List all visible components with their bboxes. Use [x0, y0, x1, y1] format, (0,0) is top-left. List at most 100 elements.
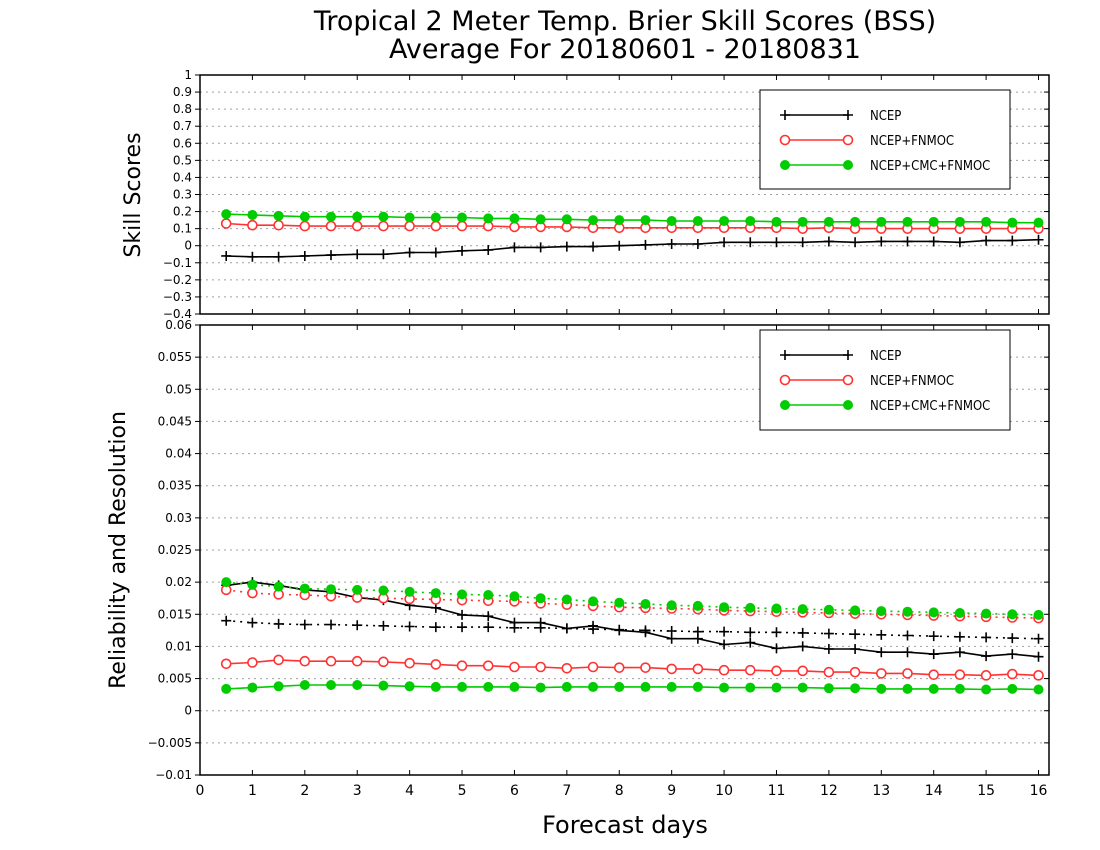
y-tick-label: 0.2: [173, 205, 192, 219]
legend-marker: [780, 160, 790, 170]
data-point: [352, 249, 363, 260]
data-point: [221, 577, 232, 588]
data-point: [535, 242, 546, 253]
data-point: [981, 651, 992, 662]
data-point: [1007, 649, 1018, 660]
x-tick-label: 13: [872, 783, 890, 799]
data-point: [1033, 609, 1044, 620]
data-point: [797, 641, 808, 652]
data-point: [299, 220, 311, 232]
data-point: [928, 649, 939, 660]
data-point: [247, 219, 258, 231]
legend-marker: [843, 350, 853, 360]
y-tick-label: 0.9: [173, 85, 192, 99]
series-line: [226, 222, 1039, 230]
skill-scores-panel: 1 0.9 0.8 0.7 0.6 0.5 0.4 0.3 0.2 0.1 0 −0.1 −0.2 −0.…: [121, 68, 1050, 321]
data-point: [588, 215, 599, 226]
data-point: [351, 655, 363, 667]
data-point: [509, 622, 520, 633]
y-tick-label: 1: [184, 68, 192, 82]
data-point: [561, 241, 572, 252]
legend-label: NCEP: [870, 349, 901, 364]
data-point: [666, 239, 677, 250]
data-point: [719, 237, 730, 248]
x-tick-label: 1: [248, 783, 257, 799]
data-point: [692, 681, 703, 692]
y-tick-label: −0.4: [163, 307, 192, 321]
series-line: [226, 581, 1039, 616]
y-tick-label: 0.06: [165, 318, 192, 332]
data-point: [771, 665, 782, 677]
data-point: [902, 630, 913, 641]
data-point: [457, 622, 468, 633]
data-point: [692, 663, 704, 675]
data-point: [352, 620, 363, 631]
data-point: [325, 220, 337, 232]
x-tick-label: 15: [977, 783, 995, 799]
data-point: [1007, 609, 1018, 620]
legend-label: NCEP+CMC+FNMOC: [870, 399, 990, 414]
data-point: [561, 681, 572, 692]
data-point: [850, 237, 861, 248]
x-tick-label: 9: [667, 783, 676, 799]
data-point: [954, 631, 965, 642]
data-point: [823, 236, 834, 247]
data-point: [326, 211, 337, 222]
data-point: [981, 684, 992, 695]
legend-label: NCEP+FNMOC: [870, 374, 954, 389]
y-tick-label: 0.015: [158, 607, 192, 621]
legend-label: NCEP+FNMOC: [870, 134, 954, 149]
data-point: [614, 681, 625, 692]
data-point: [981, 608, 992, 619]
y-tick-label: 0.045: [158, 414, 192, 428]
data-point: [325, 655, 337, 667]
data-point: [221, 615, 232, 626]
data-point: [1007, 633, 1018, 644]
legend-label: NCEP: [870, 109, 901, 124]
data-point: [351, 220, 363, 232]
data-point: [457, 609, 468, 620]
data-point: [299, 211, 310, 222]
x-tick-label: 2: [300, 783, 309, 799]
data-point: [587, 661, 599, 673]
data-point: [1033, 217, 1044, 228]
legend-item: NCEP+CMC+FNMOC: [780, 159, 990, 174]
data-point: [745, 215, 756, 226]
data-point: [849, 666, 861, 678]
data-point: [928, 683, 939, 694]
y-tick-label: 0.1: [173, 222, 192, 236]
data-point: [561, 623, 572, 634]
y-axis-label: Skill Scores: [121, 132, 146, 257]
y-tick-label: 0.3: [173, 188, 192, 202]
legend-item: NCEP: [780, 349, 901, 364]
data-point: [378, 211, 389, 222]
data-point: [326, 619, 337, 630]
data-point: [221, 209, 232, 220]
data-point: [797, 627, 808, 638]
data-point: [640, 215, 651, 226]
data-point: [1033, 670, 1044, 681]
y-tick-label: 0.03: [165, 511, 192, 525]
data-point: [1033, 234, 1044, 245]
y-tick-label: 0.01: [165, 639, 192, 653]
data-point: [797, 604, 808, 615]
data-point: [954, 683, 965, 694]
data-point: [483, 681, 494, 692]
data-point: [430, 622, 441, 633]
data-point: [797, 237, 808, 248]
data-point: [378, 585, 389, 596]
data-point: [876, 236, 887, 247]
data-point: [430, 659, 442, 670]
y-tick-label: −0.3: [163, 290, 192, 304]
data-point: [954, 237, 965, 248]
data-point: [326, 680, 337, 690]
y-tick-label: 0.055: [158, 350, 192, 364]
y-tick-label: 0.05: [165, 382, 192, 396]
x-tick-label: 3: [353, 783, 362, 799]
data-point: [509, 661, 520, 673]
data-point: [326, 250, 337, 261]
data-point: [430, 681, 441, 692]
data-point: [928, 216, 939, 227]
data-point: [352, 584, 363, 595]
data-point: [430, 220, 442, 232]
